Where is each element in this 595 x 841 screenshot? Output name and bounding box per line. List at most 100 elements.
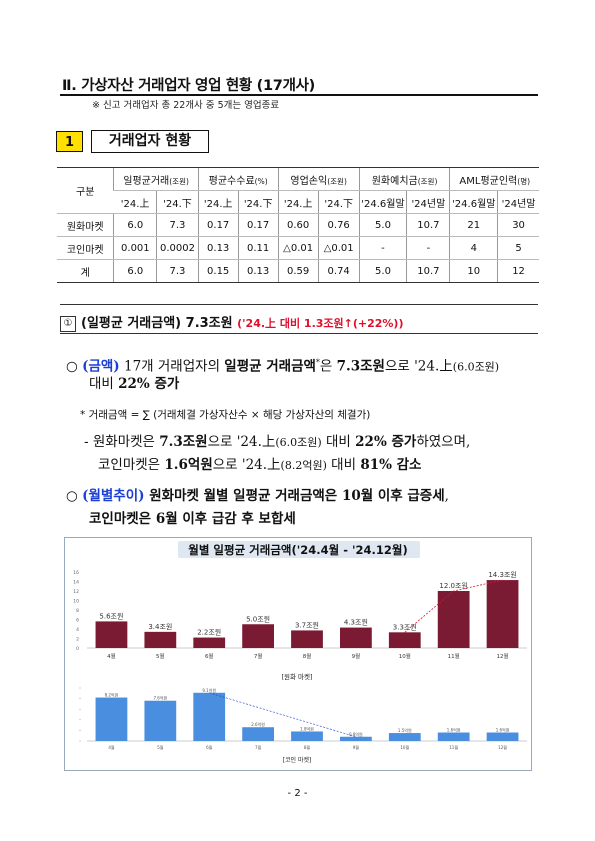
paragraph-krw-market: - 원화마켓은 7.3조원으로 '24.上(6.0조원) 대비 22% 증가하였… bbox=[84, 434, 471, 450]
table-total-row: 계 6.0 7.3 0.15 0.13 0.59 0.74 5.0 10.7 1… bbox=[57, 259, 539, 283]
chart-title-background bbox=[178, 541, 420, 558]
y-tick-label: 16 bbox=[73, 570, 79, 576]
bullet: ○ bbox=[66, 488, 78, 504]
table-cell: 7.3 bbox=[156, 213, 199, 237]
section-divider bbox=[60, 94, 538, 96]
x-tick-label: 6월 bbox=[205, 652, 214, 660]
x-tick-label: 11월 bbox=[449, 744, 458, 750]
bar bbox=[437, 732, 470, 741]
table-period-header: '24.上 bbox=[197, 190, 239, 214]
table-cell: 0.13 bbox=[237, 259, 279, 283]
table-period-header: '24.下 bbox=[156, 190, 199, 214]
table-cell: - bbox=[406, 236, 450, 260]
table-cell: 12 bbox=[497, 259, 539, 283]
table-corner: 구분 bbox=[57, 167, 114, 214]
bar bbox=[193, 637, 226, 648]
bar-value-label: 3.7조원 bbox=[295, 620, 319, 629]
bar bbox=[340, 736, 372, 741]
x-tick-label: 12월 bbox=[498, 744, 507, 750]
bar bbox=[486, 580, 519, 648]
x-tick-label: 9월 bbox=[353, 744, 360, 750]
table-cell: 0.60 bbox=[277, 213, 319, 237]
subsection-title: 거래업자 현황 bbox=[91, 130, 209, 153]
table-group-header: AML평균인력(명) bbox=[449, 167, 539, 191]
subsection2-title: (일평균 거래금액) 7.3조원 bbox=[81, 316, 233, 331]
x-tick-label: 9월 bbox=[352, 652, 361, 660]
bar-value-label: 4.3조원 bbox=[344, 618, 368, 627]
table-row: 코인마켓 0.001 0.0002 0.13 0.11 △0.01 △0.01 … bbox=[57, 236, 539, 260]
table-period-header: '24.6월말 bbox=[358, 190, 407, 214]
x-tick-label: 11월 bbox=[448, 652, 460, 660]
y-tick-label: 12 bbox=[73, 589, 79, 595]
bar-value-label: 1.6억원 bbox=[496, 727, 510, 733]
bar-value-label: 1.8억원 bbox=[300, 725, 314, 731]
footnote: * 거래금액 = ∑ (거래체결 가상자산수 × 해당 가상자산의 체결가) bbox=[80, 409, 371, 421]
bar bbox=[95, 697, 128, 741]
x-tick-label: 5월 bbox=[156, 652, 165, 660]
bar bbox=[242, 727, 274, 741]
table-cell: 0.15 bbox=[197, 259, 239, 283]
trend-line bbox=[404, 579, 503, 633]
monthly-volume-chart: 0 2 4 6 8 10 12 14 16 5.6조원 4월 3.4조원 5월 2.2조원 6월 5.0조원 7… bbox=[73, 570, 527, 764]
chart-title: 월별 일평균 거래금액('24.4월 - '24.12월) bbox=[188, 543, 408, 557]
bar-value-label: 8.2억원 bbox=[105, 692, 119, 698]
bar-value-label: 3.3조원 bbox=[393, 622, 417, 631]
table-group-header: 영업손익(조원) bbox=[277, 167, 360, 191]
table-row-label: 계 bbox=[57, 259, 114, 283]
y-tick-label: 0 bbox=[76, 646, 79, 652]
divider bbox=[60, 333, 538, 334]
bar bbox=[242, 624, 274, 648]
x-tick-label: 10월 bbox=[400, 744, 409, 750]
table-cell: 7.3 bbox=[156, 259, 199, 283]
table-cell: △0.01 bbox=[277, 236, 319, 260]
y-tick-label: 14 bbox=[73, 580, 79, 586]
section-title: Ⅱ. 가상자산 거래업자 영업 현황 (17개사) bbox=[62, 78, 315, 94]
bar bbox=[388, 632, 421, 648]
table-cell: 5.0 bbox=[358, 213, 407, 237]
section-note: ※ 신고 거래업자 총 22개사 중 5개는 영업종료 bbox=[92, 100, 280, 111]
table-cell: 0.13 bbox=[197, 236, 239, 260]
table-row-label: 원화마켓 bbox=[57, 213, 114, 237]
paragraph-monthly-trend-line2: 코인마켓은 6월 이후 급감 후 보합세 bbox=[89, 511, 296, 527]
bar-value-label: 2.6억원 bbox=[251, 721, 265, 727]
bar-value-label: 1.5억원 bbox=[398, 727, 412, 733]
x-tick-label: 4월 bbox=[108, 744, 115, 750]
bar bbox=[437, 591, 470, 648]
table-group-header: 일평균거래(조원) bbox=[113, 167, 199, 191]
table-cell: 0.0002 bbox=[156, 236, 199, 260]
table-period-header: '24년말 bbox=[497, 190, 539, 214]
bar-value-label: 0.8억원 bbox=[349, 731, 363, 737]
bullet: ○ bbox=[66, 358, 78, 375]
table-period-header: '24.下 bbox=[237, 190, 279, 214]
bar-value-label: 7.6억원 bbox=[153, 695, 167, 701]
chart-container: 월별 일평균 거래금액('24.4월 - '24.12월) 0 2 4 6 8 10 12 1… bbox=[64, 537, 532, 771]
bar bbox=[144, 631, 177, 648]
bar-value-label: 9.1억원 bbox=[202, 687, 216, 693]
table-cell: 0.59 bbox=[277, 259, 319, 283]
table-cell: 0.17 bbox=[237, 213, 279, 237]
bar-value-label: 12.0조원 bbox=[439, 581, 467, 590]
subsection-number: 1 bbox=[56, 131, 83, 152]
bar-value-label: 3.4조원 bbox=[148, 622, 172, 631]
bar-value-label: 14.3조원 bbox=[488, 570, 516, 579]
table-cell: - bbox=[358, 236, 407, 260]
trend-line bbox=[209, 692, 356, 738]
bar-value-label: 2.2조원 bbox=[197, 628, 221, 637]
table-cell: △0.01 bbox=[317, 236, 360, 260]
bar-value-label: 5.6조원 bbox=[99, 611, 123, 620]
page-number: - 2 - bbox=[287, 788, 308, 799]
table-cell: 6.0 bbox=[113, 213, 157, 237]
table-group-header: 원화예치금(조원) bbox=[358, 167, 450, 191]
table-cell: 0.17 bbox=[197, 213, 239, 237]
table-period-header: '24.上 bbox=[277, 190, 319, 214]
table-period-header: '24.6월말 bbox=[449, 190, 498, 214]
paragraph-amount-line2: 대비 22% 증가 bbox=[89, 376, 180, 392]
table-cell: 10.7 bbox=[406, 213, 450, 237]
y-tick-label: 10 bbox=[73, 599, 79, 605]
table-cell: 5.0 bbox=[358, 259, 407, 283]
bar bbox=[291, 630, 323, 648]
tag-amount: (금액) bbox=[82, 358, 120, 375]
table-cell: 0.11 bbox=[237, 236, 279, 260]
bar bbox=[340, 627, 372, 648]
bar bbox=[193, 692, 226, 741]
